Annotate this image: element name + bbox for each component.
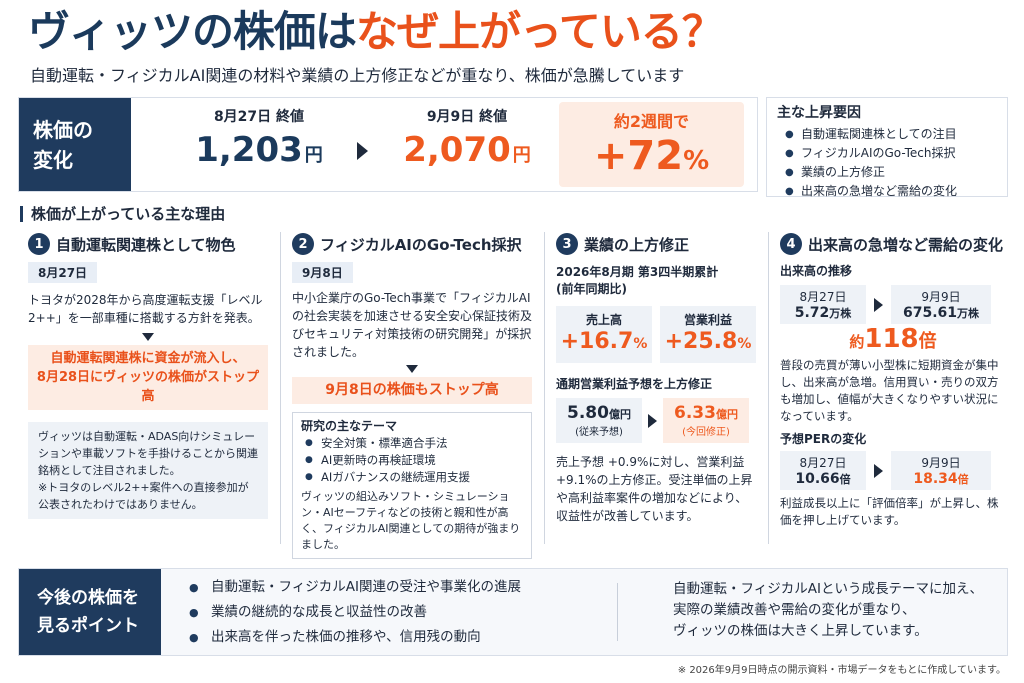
outlook-label: 今後の株価を 見るポイント [19, 569, 161, 655]
date-tag: 9月8日 [292, 262, 353, 283]
reason-1-note: ヴィッツは自動運転・ADAS向けシミュレーションや車載ソフトを手掛けることから関… [28, 422, 268, 519]
percent-change-value: +72 [593, 133, 684, 179]
outlook-summary: 自動運転・フィジカルAIという成長テーマに加え、 実際の業績改善や需給の変化が重… [673, 581, 983, 639]
arrow-down-icon [142, 333, 154, 341]
volume-to-box: 9月9日 675.61万株 [891, 285, 991, 324]
old-forecast-box: 5.80億円 (従来予想) [556, 398, 642, 443]
outlook-point: 業績の継続的な成長と収益性の改善 [187, 600, 521, 625]
reason-3-title: 業績の上方修正 [584, 235, 690, 254]
price-change-label: 株価の 変化 [19, 98, 131, 191]
column-divider [768, 232, 769, 544]
arrow-right-icon [357, 142, 368, 160]
column-divider [280, 232, 281, 544]
price-from-value: 1,203 [195, 130, 303, 170]
arrow-right-icon [648, 413, 657, 428]
theme-item: 安全対策・標準適合手法 [301, 435, 523, 452]
reason-1-title: 自動運転関連株として物色 [56, 235, 236, 254]
outlook-points: 自動運転・フィジカルAI関連の受注や事業化の進展 業績の継続的な成長と収益性の改… [187, 575, 521, 650]
main-factors-title: 主な上昇要因 [777, 105, 861, 121]
theme-item: AIガバナンスの継続運用支援 [301, 469, 523, 486]
column-divider [544, 232, 545, 544]
volume-text: 普段の売買が薄い小型株に短期資金が集中し、出来高が急増。信用買い・売りの双方も増… [780, 358, 999, 423]
percent-change-box: 約2週間で +72% [559, 102, 744, 187]
outlook-point: 自動運転・フィジカルAI関連の受注や事業化の進展 [187, 575, 521, 600]
number-badge: 1 [28, 233, 50, 255]
per-to-box: 9月9日 18.34倍 [891, 451, 991, 490]
reason-1: 1 自動運転関連株として物色 8月27日 トヨタが2028年から高度運転支援「レ… [28, 228, 268, 550]
per-from-box: 8月27日 10.66倍 [780, 451, 866, 490]
outlook-panel: 今後の株価を 見るポイント 自動運転・フィジカルAI関連の受注や事業化の進展 業… [18, 568, 1008, 656]
price-to: 9月9日 終値 2,070 円 [403, 109, 531, 170]
reason-1-highlight: 自動運転関連株に資金が流入し、 8月28日にヴィッツの株価がストップ高 [28, 345, 268, 410]
op-profit-growth-box: 営業利益 +25.8% [660, 306, 756, 363]
outlook-point: 出来高を伴った株価の推移や、信用残の動向 [187, 625, 521, 650]
reason-3-footer: 売上予想 +0.9%に対し、営業利益 +9.1%の上方修正。受注単価の上昇や高利… [556, 455, 753, 523]
arrow-down-icon [406, 365, 418, 373]
outlook-divider [617, 583, 618, 641]
period-label: 2026年8月期 第3四半期累計 [556, 265, 719, 279]
volume-from-box: 8月27日 5.72万株 [780, 285, 866, 324]
forecast-title: 通期営業利益予想を上方修正 [556, 377, 713, 391]
reason-4-title: 出来高の急増など需給の変化 [808, 235, 1004, 254]
arrow-right-icon [874, 463, 883, 478]
factor-item: 出来高の急増など需給の変化 [777, 182, 997, 201]
reason-2-footer: ヴィッツの組込みソフト・シミュレーション・AIセーフティなどの技術と親和性が高く… [301, 490, 521, 551]
volume-multiple: 約118倍 [849, 324, 937, 354]
factor-item: 自動運転関連株としての注目 [777, 125, 997, 144]
reason-3: 3 業績の上方修正 2026年8月期 第3四半期累計 (前年同期比) 売上高 +… [556, 228, 756, 550]
factor-item: フィジカルAIのGo-Tech採択 [777, 144, 997, 163]
factor-item: 業績の上方修正 [777, 163, 997, 182]
per-title: 予想PERの変化 [780, 432, 867, 446]
reason-2-text: 中小企業庁のGo-Tech事業で「フィジカルAIの社会実装を加速させる安全安心保… [292, 291, 533, 359]
reason-2-highlight: 9月8日の株価もストップ高 [292, 377, 532, 404]
arrow-right-icon [874, 297, 883, 312]
reason-2: 2 フィジカルAIのGo-Tech採択 9月8日 中小企業庁のGo-Tech事業… [292, 228, 533, 559]
sales-growth-box: 売上高 +16.7% [556, 306, 652, 363]
price-from: 8月27日 終値 1,203 円 [195, 109, 323, 170]
theme-item: AI更新時の再検証環境 [301, 452, 523, 469]
reason-1-text: トヨタが2028年から高度運転支援「レベル2++」を一部車種に搭載する方針を発表… [28, 293, 263, 325]
price-change-panel: 株価の 変化 8月27日 終値 1,203 円 9月9日 終値 2,070 円 約2… [18, 97, 758, 192]
reason-4: 4 出来高の急増など需給の変化 出来高の推移 8月27日 5.72万株 9月9日… [780, 228, 1006, 550]
date-tag: 8月27日 [28, 262, 98, 283]
reasons-heading: 株価が上がっている主な理由 [20, 206, 225, 222]
title-part-1: ヴィッツの株価は [28, 7, 357, 56]
reason-2-title: フィジカルAIのGo-Tech採択 [320, 235, 522, 254]
research-themes-box: 研究の主なテーマ 安全対策・標準適合手法 AI更新時の再検証環境 AIガバナンス… [292, 412, 532, 559]
main-factors-box: 主な上昇要因 自動運転関連株としての注目 フィジカルAIのGo-Tech採択 業… [766, 97, 1008, 201]
per-text: 利益成長以上に「評価倍率」が上昇し、株価を押し上げています。 [780, 496, 999, 527]
title-part-2: なぜ上がっている？ [356, 7, 724, 56]
volume-title: 出来高の推移 [780, 264, 853, 278]
new-forecast-box: 6.33億円 (今回修正) [663, 398, 749, 443]
price-to-value: 2,070 [403, 130, 511, 170]
number-badge: 2 [292, 233, 314, 255]
number-badge: 3 [556, 233, 578, 255]
page-title: ヴィッツの株価はなぜ上がっている？ [28, 6, 724, 58]
footnote: ※ 2026年9月9日時点の開示資料・市場データをもとに作成しています。 [677, 665, 1006, 676]
page-subtitle: 自動運転・フィジカルAI関連の材料や業績の上方修正などが重なり、株価が急騰してい… [30, 66, 685, 85]
number-badge: 4 [780, 233, 802, 255]
